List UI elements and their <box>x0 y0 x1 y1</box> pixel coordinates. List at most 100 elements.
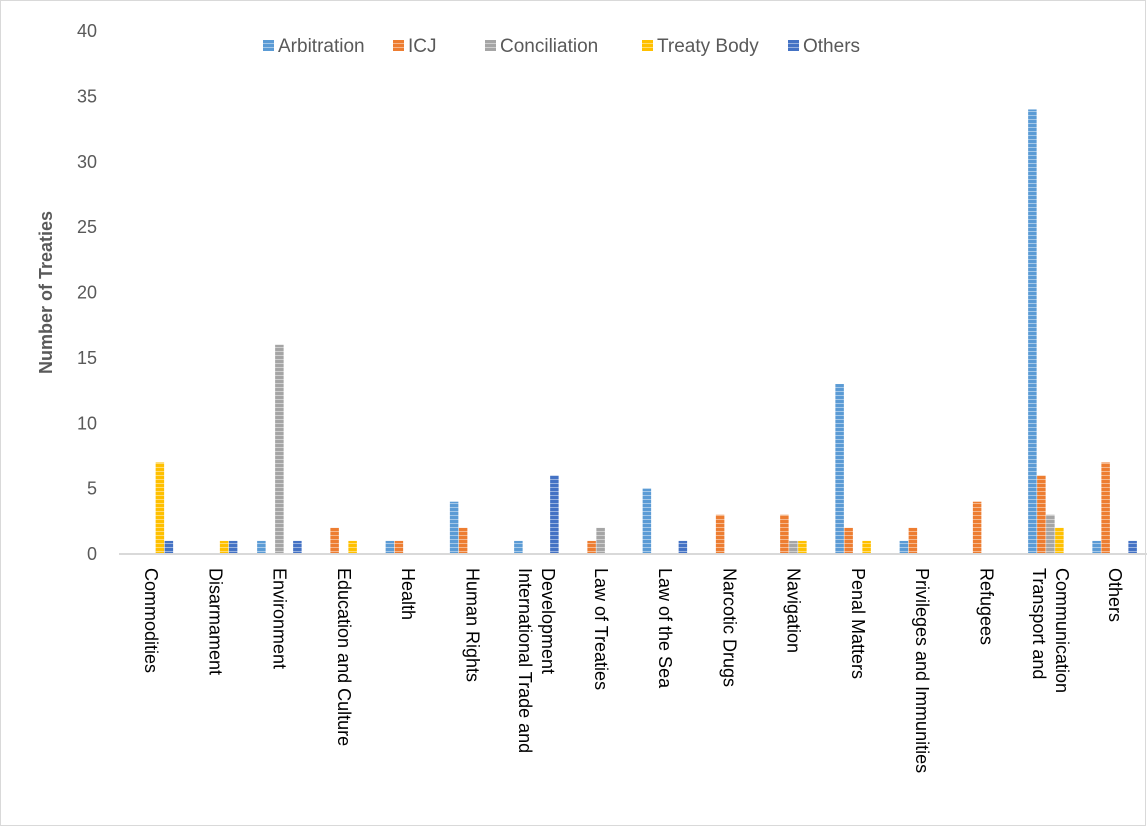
x-axis-labels: Commodities Disarmament Environment Educati… <box>141 568 1125 773</box>
bar <box>972 501 982 554</box>
legend-swatch <box>485 40 496 51</box>
legend-item: Arbitration <box>263 36 365 57</box>
bar <box>899 540 909 554</box>
y-axis-ticks: 0 5 10 15 20 25 30 35 40 <box>77 21 97 564</box>
category-label: Refugees <box>976 568 996 645</box>
category-label: Penal Matters <box>848 568 868 679</box>
category-label-line: Communication <box>1052 568 1072 693</box>
bar <box>385 540 395 554</box>
category-label: Transport and Communication <box>1029 568 1072 693</box>
legend-swatch <box>642 40 653 51</box>
bar <box>164 540 174 554</box>
legend-swatch <box>263 40 274 51</box>
category-label-line: International Trade and <box>515 568 535 753</box>
legend: Arbitration ICJ Conciliation Treaty Body Oth… <box>263 36 860 57</box>
y-tick-label: 40 <box>77 21 97 41</box>
legend-swatch <box>788 40 799 51</box>
category-label: International Trade and Development <box>515 568 558 753</box>
bar <box>228 540 238 554</box>
category-label-line: Navigation <box>784 568 804 653</box>
bar <box>394 540 404 554</box>
category-label: Education and Culture <box>334 568 354 746</box>
y-tick-label: 15 <box>77 348 97 368</box>
legend-label: Conciliation <box>500 36 598 57</box>
bar <box>835 384 844 554</box>
category-label-line: Development <box>538 568 558 674</box>
bar <box>789 540 798 554</box>
y-tick-label: 0 <box>87 544 97 564</box>
category-label: Commodities <box>141 568 161 673</box>
bar <box>458 527 468 554</box>
bar <box>1028 109 1037 554</box>
bar <box>715 514 725 554</box>
bars <box>155 109 1137 554</box>
bar <box>155 462 165 554</box>
y-tick-label: 10 <box>77 413 97 433</box>
category-label: Others <box>1105 568 1125 622</box>
category-label-line: Privileges and Immunities <box>912 568 932 773</box>
bar <box>514 540 523 554</box>
category-label-line: Refugees <box>976 568 996 645</box>
category-label-line: Law of Treaties <box>591 568 611 690</box>
y-tick-label: 30 <box>77 152 97 172</box>
bar <box>449 501 459 554</box>
legend-label: Arbitration <box>278 36 365 57</box>
bar <box>908 527 918 554</box>
category-label-line: Penal Matters <box>848 568 868 679</box>
bar <box>642 488 652 554</box>
bar <box>798 540 807 554</box>
bar <box>1037 475 1046 554</box>
bar <box>257 540 266 554</box>
y-tick-label: 20 <box>77 283 97 303</box>
category-label: Law of the Sea <box>655 568 675 689</box>
bar <box>596 527 605 554</box>
category-label: Navigation <box>784 568 804 653</box>
category-label-line: Disarmament <box>205 568 225 675</box>
category-label-line: Health <box>398 568 418 620</box>
bar <box>844 527 853 554</box>
bar <box>1101 462 1110 554</box>
bar <box>1046 514 1055 554</box>
legend-label: Treaty Body <box>657 36 759 57</box>
y-tick-label: 25 <box>77 217 97 237</box>
category-label-line: Law of the Sea <box>655 568 675 689</box>
category-label: Disarmament <box>205 568 225 675</box>
category-label: Environment <box>270 568 290 669</box>
category-label-line: Others <box>1105 568 1125 622</box>
legend-item: ICJ <box>393 36 437 57</box>
bar <box>348 540 357 554</box>
category-label-line: Environment <box>270 568 290 669</box>
legend-label: ICJ <box>408 36 437 57</box>
legend-swatch <box>393 40 404 51</box>
bar <box>219 540 229 554</box>
bar <box>275 344 284 554</box>
y-tick-label: 35 <box>77 86 97 106</box>
bar <box>1055 527 1064 554</box>
legend-item: Treaty Body <box>642 36 759 57</box>
bar <box>550 475 559 554</box>
bar <box>1128 540 1137 554</box>
category-label: Privileges and Immunities <box>912 568 932 773</box>
legend-label: Others <box>803 36 860 57</box>
category-label-line: Transport and <box>1029 568 1049 679</box>
category-label: Narcotic Drugs <box>719 568 739 687</box>
bar <box>587 540 596 554</box>
bar <box>1092 540 1101 554</box>
category-label: Human Rights <box>462 568 482 682</box>
category-label: Health <box>398 568 418 620</box>
category-label: Law of Treaties <box>591 568 611 690</box>
bar <box>330 527 339 554</box>
category-label-line: Commodities <box>141 568 161 673</box>
bar <box>780 514 789 554</box>
y-tick-label: 5 <box>87 479 97 499</box>
bar <box>862 540 871 554</box>
bar <box>678 540 688 554</box>
y-axis-title: Number of Treaties <box>36 211 56 374</box>
category-label-line: Education and Culture <box>334 568 354 746</box>
legend-item: Others <box>788 36 860 57</box>
category-label-line: Narcotic Drugs <box>719 568 739 687</box>
bar <box>293 540 302 554</box>
category-label-line: Human Rights <box>462 568 482 682</box>
